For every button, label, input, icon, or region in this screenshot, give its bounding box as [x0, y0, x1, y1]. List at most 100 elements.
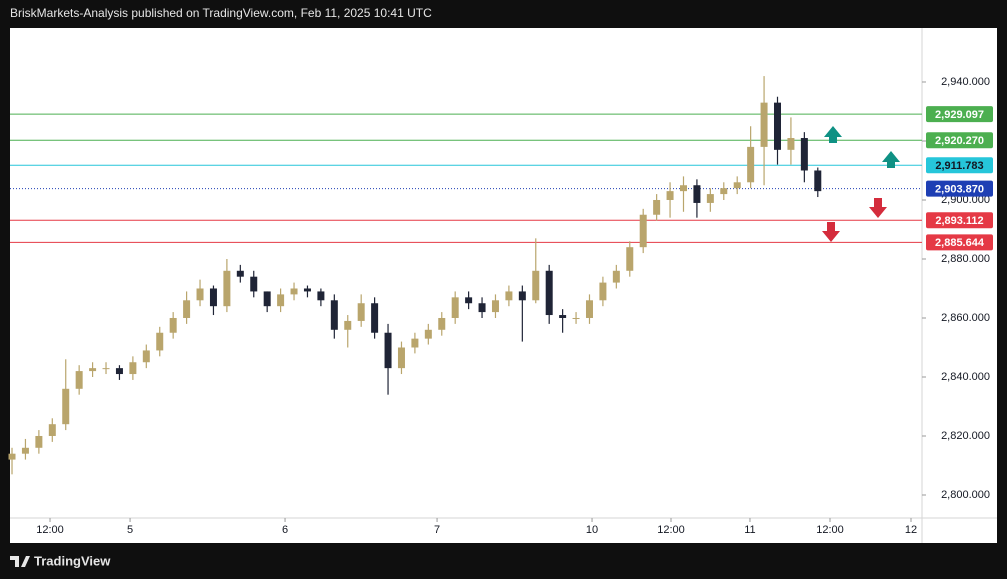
candle-body — [129, 362, 137, 375]
candle-body — [115, 368, 123, 375]
candle-body — [585, 300, 593, 318]
candle-body — [142, 350, 150, 363]
candle-body — [653, 199, 661, 215]
candle-body — [196, 288, 204, 301]
candle-body — [371, 303, 379, 333]
candle-body — [679, 185, 687, 192]
plot: 2,800.000 2,820.000 2,840.000 2,860.000 2,88… — [8, 76, 993, 536]
candle-body — [35, 435, 43, 448]
candle-body — [491, 300, 499, 313]
price-label: 2,911.783 — [935, 160, 983, 172]
candle-body — [733, 182, 741, 189]
price-label: 2,893.112 — [935, 215, 983, 227]
candle-body — [397, 347, 405, 369]
price-label-box — [926, 132, 993, 149]
candle-body — [626, 247, 634, 271]
down-arrow — [822, 222, 840, 242]
candle-body — [559, 315, 567, 318]
price-label-box — [926, 106, 993, 123]
candle-body — [451, 297, 459, 318]
arrows — [822, 126, 900, 242]
candle-body — [250, 276, 258, 292]
candle-body — [666, 191, 674, 200]
logo-mark — [10, 556, 30, 567]
candle-body — [317, 291, 325, 301]
x-tick-label: 7 — [434, 524, 440, 536]
x-tick-label: 12 — [905, 524, 917, 536]
price-label: 2,903.870 — [935, 183, 984, 195]
candle-body — [169, 317, 177, 333]
candle-body — [572, 317, 580, 319]
chart-area — [10, 28, 997, 543]
candle-body — [773, 102, 781, 150]
candle-body — [263, 291, 271, 307]
footer-brand: TradingView — [34, 553, 111, 568]
x-tick-label: 5 — [127, 524, 133, 536]
price-label-box — [926, 180, 993, 197]
price-label: 2,929.097 — [935, 109, 984, 121]
candle-body — [760, 102, 768, 147]
candle-body — [747, 146, 755, 183]
candle-body — [478, 303, 486, 313]
x-tick-label: 10 — [586, 524, 598, 536]
x-tick-label: 12:00 — [657, 524, 685, 536]
candle-body — [720, 188, 728, 195]
candle-body — [75, 371, 83, 389]
y-tick-label: 2,880.000 — [941, 253, 990, 265]
candle-body — [532, 270, 540, 301]
price-label: 2,885.644 — [935, 237, 985, 249]
candle-body — [330, 300, 338, 330]
candle-body — [384, 332, 392, 369]
candle-body — [303, 288, 311, 292]
candle-body — [787, 138, 795, 150]
candle-body — [344, 320, 352, 330]
candle-body — [424, 329, 432, 339]
price-label-box — [926, 234, 993, 251]
candle-body — [518, 291, 526, 301]
header-text: BriskMarkets-Analysis published on Tradi… — [10, 6, 432, 20]
price-label: 2,920.270 — [935, 135, 984, 147]
candle-body — [357, 303, 365, 321]
candle-body — [48, 424, 56, 436]
x-tick-label: 6 — [282, 524, 288, 536]
candle-body — [438, 317, 446, 330]
candle-body — [706, 194, 714, 203]
candle-body — [8, 453, 16, 460]
candle-body — [183, 300, 191, 318]
price-label-box — [926, 212, 993, 229]
up-arrow — [882, 151, 900, 168]
y-tick-label: 2,900.000 — [941, 194, 990, 206]
x-tick-label: 12:00 — [36, 524, 64, 536]
candle-body — [102, 368, 110, 370]
candle-body — [89, 368, 97, 372]
candle-body — [290, 288, 298, 295]
candle-body — [21, 447, 29, 454]
y-tick-label: 2,820.000 — [941, 430, 990, 442]
candle-body — [277, 294, 285, 307]
candle-body — [156, 332, 164, 351]
candle-body — [545, 270, 553, 316]
candle-body — [599, 282, 607, 301]
candle-body — [800, 138, 808, 171]
candle-body — [62, 388, 70, 425]
candle-body — [505, 291, 513, 301]
logo: TradingView — [10, 553, 111, 568]
x-tick-label: 12:00 — [816, 524, 844, 536]
price-label-box — [926, 157, 993, 174]
y-tick-label: 2,840.000 — [941, 371, 990, 383]
candle-body — [612, 270, 620, 283]
y-tick-label: 2,860.000 — [941, 312, 990, 324]
candle-body — [209, 288, 217, 307]
candle-body — [693, 185, 701, 203]
x-tick-label: 11 — [744, 524, 755, 536]
candle-body — [223, 270, 231, 307]
candle-body — [465, 297, 473, 304]
candle-body — [411, 338, 419, 348]
candle-body — [639, 214, 647, 248]
down-arrow — [869, 198, 887, 218]
candle-body — [236, 270, 244, 277]
y-tick-label: 2,800.000 — [941, 489, 990, 501]
candle-body — [814, 170, 822, 192]
